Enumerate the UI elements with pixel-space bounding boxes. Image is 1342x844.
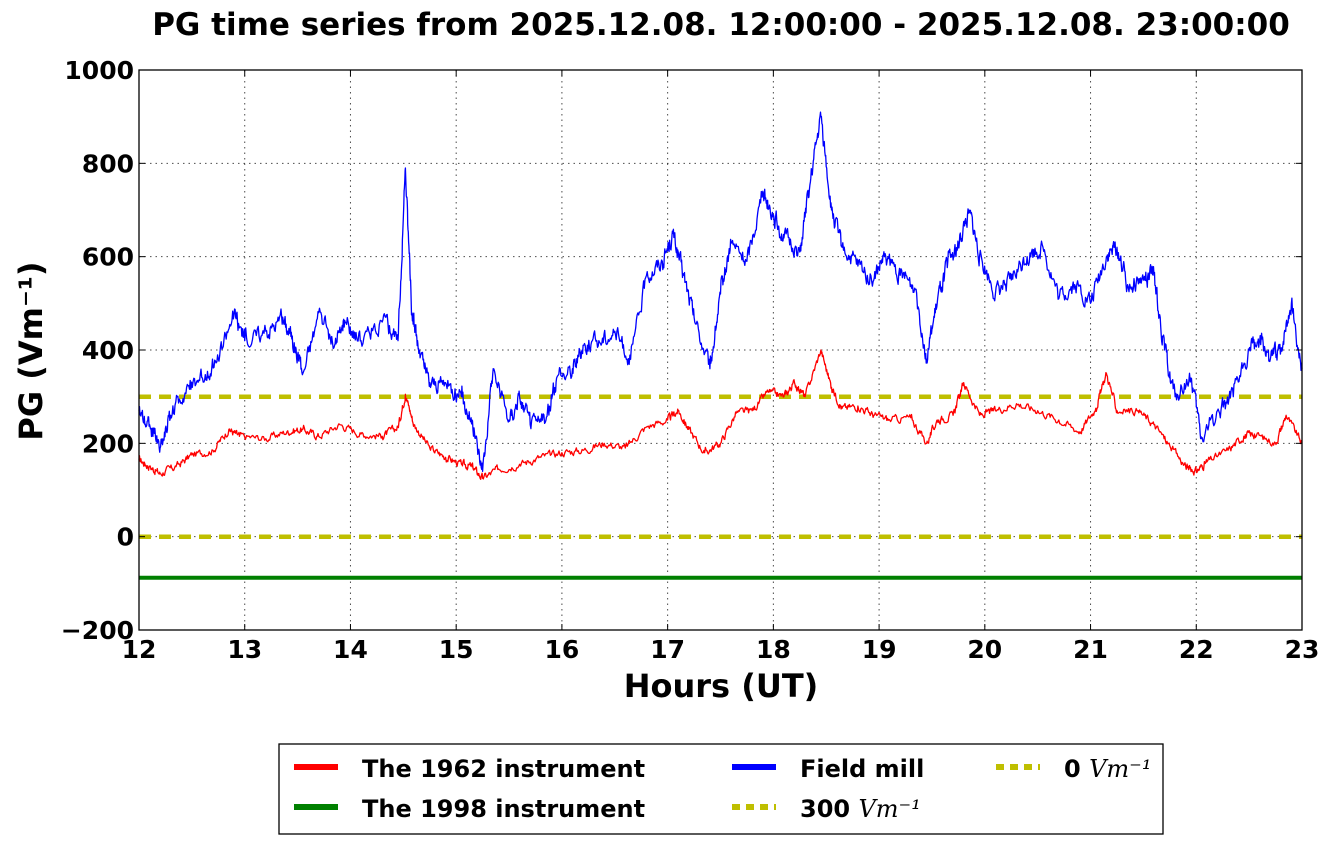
y-tick-label: −200 bbox=[61, 616, 134, 645]
x-tick-label: 12 bbox=[122, 635, 157, 664]
plot-area-frame bbox=[138, 69, 1303, 631]
x-tick-label: 16 bbox=[545, 635, 580, 664]
x-tick-label: 20 bbox=[967, 635, 1002, 664]
legend-label: The 1962 instrument bbox=[362, 755, 645, 783]
x-tick-label: 21 bbox=[1073, 635, 1108, 664]
series-line-0 bbox=[138, 349, 1303, 480]
y-tick-label: 1000 bbox=[64, 56, 134, 85]
legend-label: 300 Vm⁻¹ bbox=[800, 795, 921, 823]
legend-label-text: Field mill bbox=[800, 755, 924, 783]
x-tick-label: 22 bbox=[1179, 635, 1214, 664]
legend-label-text: 300 bbox=[800, 795, 858, 823]
x-tick-label: 19 bbox=[862, 635, 897, 664]
x-tick-label: 13 bbox=[227, 635, 262, 664]
x-axis-label: Hours (UT) bbox=[624, 667, 819, 705]
legend-label-text: The 1962 instrument bbox=[362, 755, 645, 783]
legend-label-unit: Vm⁻¹ bbox=[1089, 755, 1151, 783]
y-tick-label: 0 bbox=[117, 523, 134, 552]
x-tick-label: 14 bbox=[333, 635, 368, 664]
legend-label: The 1998 instrument bbox=[362, 795, 645, 823]
x-tick-label: 18 bbox=[756, 635, 791, 664]
legend-label-unit: Vm⁻¹ bbox=[858, 795, 920, 823]
y-tick-label: 800 bbox=[82, 149, 134, 178]
series-layer bbox=[138, 111, 1303, 580]
chart-title: PG time series from 2025.12.08. 12:00:00… bbox=[152, 7, 1290, 43]
series-line-2 bbox=[138, 111, 1303, 472]
y-tick-label: 200 bbox=[82, 429, 134, 458]
legend-label-text: 0 bbox=[1064, 755, 1089, 783]
legend-label-text: The 1998 instrument bbox=[362, 795, 645, 823]
x-tick-label: 17 bbox=[650, 635, 685, 664]
legend-label: 0 Vm⁻¹ bbox=[1064, 755, 1151, 783]
x-tick-label: 23 bbox=[1285, 635, 1320, 664]
legend-label: Field mill bbox=[800, 755, 924, 783]
y-axis-label: PG (Vm⁻¹) bbox=[12, 261, 50, 440]
legend-box bbox=[278, 743, 1164, 835]
y-axis-ticks: −200 0 200 400 600 800 1000 bbox=[61, 56, 1302, 645]
y-tick-label: 600 bbox=[82, 243, 134, 272]
y-tick-label: 400 bbox=[82, 336, 134, 365]
grid-lines bbox=[139, 70, 1302, 630]
x-axis-ticks: 12 13 14 15 16 17 18 19 20 21 22 23 bbox=[122, 70, 1320, 664]
x-tick-label: 15 bbox=[439, 635, 474, 664]
legend: The 1962 instrument The 1998 instrument Fi… bbox=[278, 743, 1164, 835]
